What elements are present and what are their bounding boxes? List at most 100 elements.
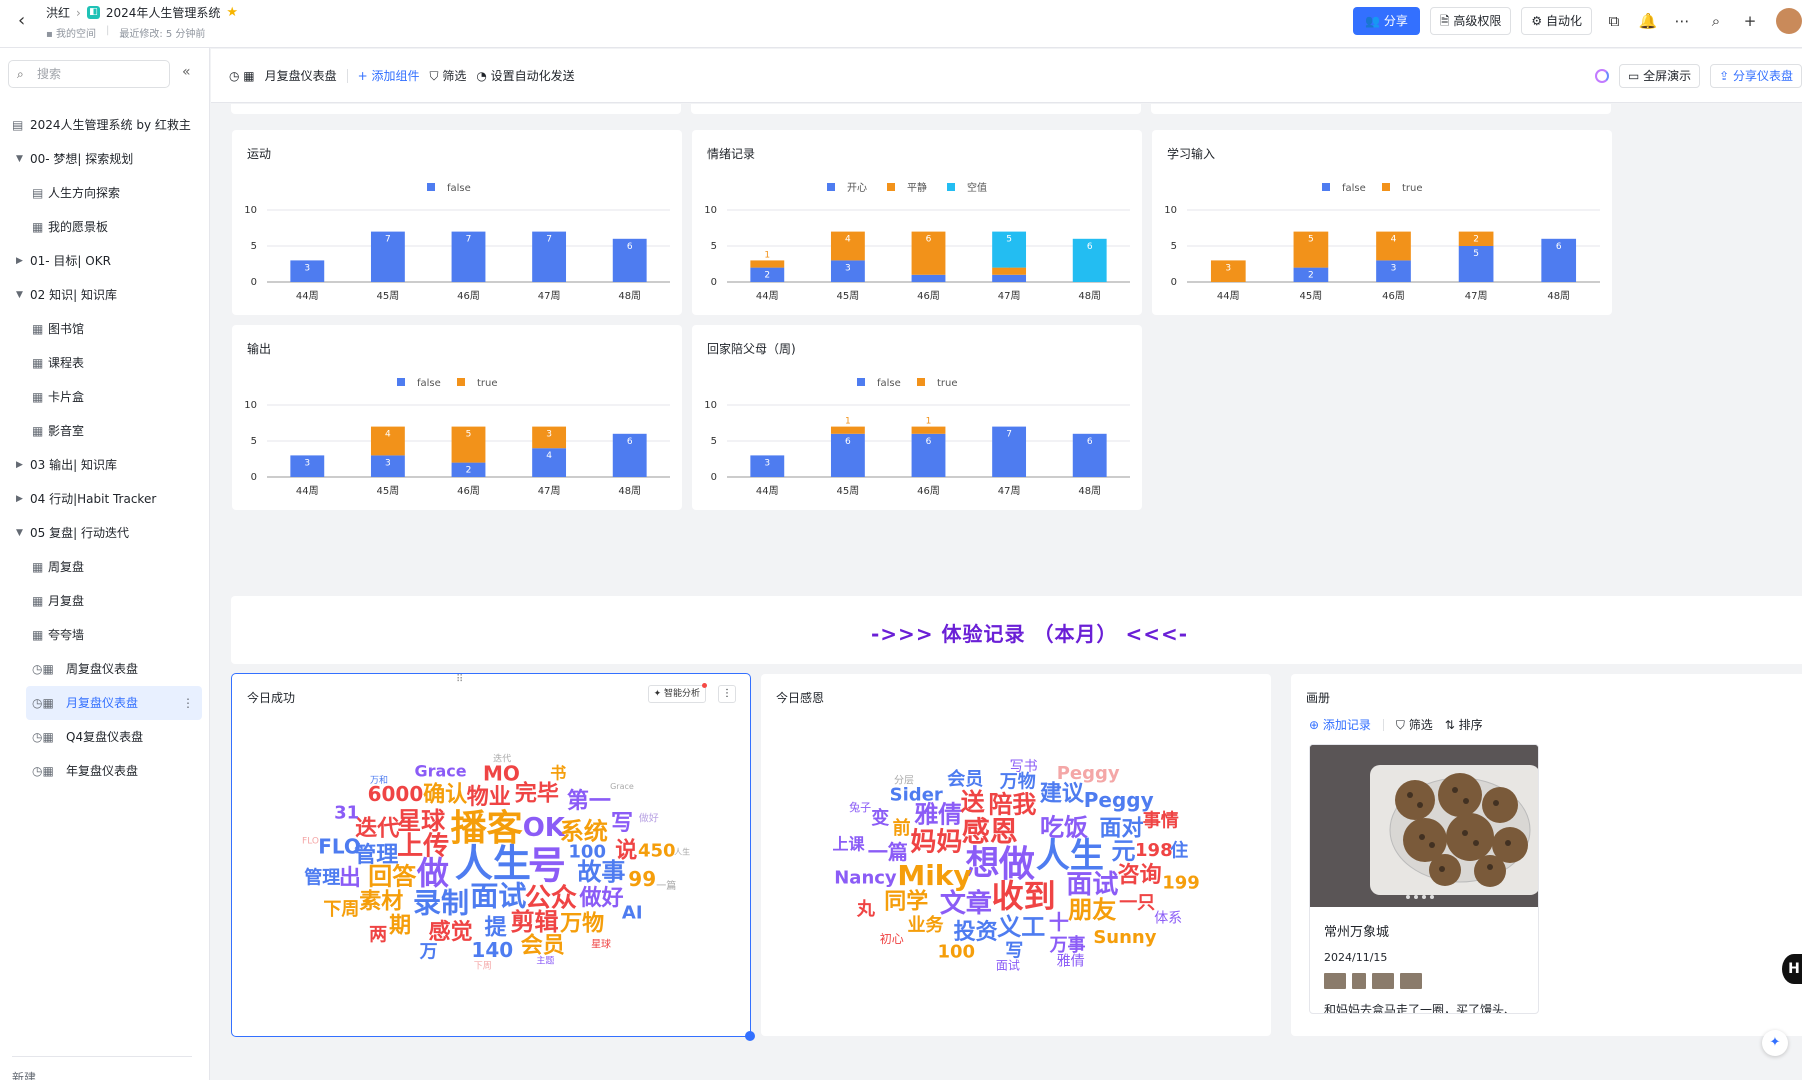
- x-tick-label: 44周: [1217, 290, 1240, 302]
- caret-down-icon[interactable]: ▼: [16, 290, 23, 300]
- caret-right-icon[interactable]: ▶: [16, 256, 23, 266]
- sidebar-item[interactable]: ▦ 课程表: [0, 346, 210, 380]
- sidebar-item[interactable]: ▤ 2024人生管理系统 by 红救主: [0, 108, 210, 142]
- ai-analysis-button[interactable]: ✦ 智能分析: [647, 683, 707, 703]
- avatar[interactable]: [1776, 8, 1802, 34]
- legend-label: false: [417, 378, 441, 389]
- drag-handle-icon[interactable]: ⠿: [456, 674, 464, 685]
- bar-segment: [992, 267, 1027, 275]
- sidebar-footer[interactable]: 新建: [12, 1056, 192, 1080]
- app-title[interactable]: 2024年人生管理系统: [105, 6, 221, 20]
- sidebar-item[interactable]: ◷▦ 年复盘仪表盘: [0, 754, 210, 788]
- sidebar-item[interactable]: ◷▦ 月复盘仪表盘 ⋮: [26, 686, 202, 720]
- sidebar-item[interactable]: ▦ 月复盘: [0, 584, 210, 618]
- breadcrumb: 洪红 › ◧ 2024年人生管理系统 ★: [46, 4, 238, 21]
- search-input[interactable]: ⌕ 搜索: [8, 60, 170, 88]
- sidebar-item[interactable]: ▦ 卡片盒: [0, 380, 210, 414]
- chart-card[interactable]: false true 0 5 10 3 44周 6 1 45周 6 1 46周 7 47周 6 48周 回家陪父母…: [692, 325, 1142, 510]
- advanced-permission-button[interactable]: 🗎 高级权限: [1429, 7, 1512, 35]
- thumbnail[interactable]: [1352, 973, 1366, 989]
- plus-icon[interactable]: +: [1743, 12, 1757, 30]
- wordcloud-word: 做: [998, 844, 1035, 885]
- bar-segment: [451, 231, 486, 282]
- wordcloud-word: 两: [369, 925, 387, 946]
- search-icon[interactable]: ⌕: [1711, 12, 1721, 30]
- collapse-sidebar-icon[interactable]: «: [182, 64, 191, 80]
- breadcrumb-workspace[interactable]: 洪红: [46, 6, 71, 20]
- filter-button[interactable]: ⛉ 筛选: [429, 69, 467, 83]
- sidebar-item[interactable]: ▦ 夸夸墙: [0, 618, 210, 652]
- dashboard-title[interactable]: 月复盘仪表盘: [264, 69, 337, 83]
- gallery-filter-button[interactable]: ⛉ 筛选: [1395, 718, 1433, 732]
- chart-card[interactable]: 44周45周46周47周48周: [1151, 104, 1611, 114]
- dashboard-icon: ◷▦: [32, 764, 54, 778]
- bell-icon[interactable]: 🔔: [1638, 12, 1658, 30]
- wordcloud-word: 迭代: [355, 816, 399, 841]
- gallery-item[interactable]: 常州万象城 2024/11/15 和妈妈去盒马走了一圈，买了馒头、: [1309, 744, 1539, 1014]
- bar-segment: [1072, 238, 1107, 282]
- caret-right-icon[interactable]: ▶: [16, 494, 23, 504]
- star-icon[interactable]: ★: [226, 5, 239, 20]
- chart-card[interactable]: 44周45周46周47周48周: [231, 104, 681, 114]
- plugin-icon[interactable]: ⧉: [1608, 12, 1620, 30]
- gallery-sort-button[interactable]: ⇅ 排序: [1444, 718, 1483, 732]
- card-menu-icon[interactable]: ⋮: [718, 685, 736, 703]
- sidebar-item[interactable]: ▶ 03 输出| 知识库: [0, 448, 210, 482]
- sidebar-item[interactable]: ◷▦ 周复盘仪表盘: [0, 652, 210, 686]
- chart-card[interactable]: 44周45周46周47周48周: [691, 104, 1141, 114]
- sidebar-item[interactable]: ▶ 01- 目标| OKR: [0, 244, 210, 278]
- sidebar-item[interactable]: ▼ 00- 梦想| 探索规划: [0, 142, 210, 176]
- album-card[interactable]: 画册 ⊕ 添加记录 ⛉ 筛选 ⇅ 排序: [1291, 674, 1802, 1036]
- caret-down-icon[interactable]: ▼: [16, 154, 23, 164]
- sidebar-item[interactable]: ▶ 04 行动|Habit Tracker: [0, 482, 210, 516]
- share-dashboard-button[interactable]: ⇪ 分享仪表盘: [1710, 64, 1802, 88]
- sidebar-item[interactable]: ▦ 影音室: [0, 414, 210, 448]
- caret-right-icon[interactable]: ▶: [16, 460, 23, 470]
- chevron-right-icon: ›: [76, 5, 81, 20]
- fullscreen-button[interactable]: ▭ 全屏演示: [1618, 64, 1701, 88]
- resize-handle[interactable]: [745, 1031, 755, 1041]
- sidebar-item[interactable]: ◷▦ Q4复盘仪表盘: [0, 720, 210, 754]
- more-icon[interactable]: ⋮: [182, 696, 194, 710]
- photo-image: [1310, 745, 1538, 907]
- back-arrow-icon[interactable]: ‹: [18, 10, 26, 31]
- automation-button[interactable]: ⚙ 自动化: [1521, 7, 1592, 35]
- share-button[interactable]: 👥 分享: [1353, 7, 1420, 35]
- wordcloud-word: 期: [389, 913, 411, 938]
- floating-h-icon[interactable]: H: [1782, 954, 1802, 984]
- add-record-button[interactable]: ⊕ 添加记录: [1309, 718, 1371, 732]
- wordcloud-word: 业务: [908, 914, 945, 936]
- section-divider[interactable]: ->>> 体验记录 （本月） <<<-: [231, 596, 1802, 664]
- chart-card[interactable]: false true 0 5 10 3 44周 2 5 45周 3 4 46周 5 2 47周 6 48周 学习输入: [1152, 130, 1612, 315]
- y-tick-label: 0: [251, 472, 257, 483]
- sidebar-item[interactable]: ▼ 05 复盘| 行动迭代: [0, 516, 210, 550]
- wordcloud-word: 面试: [470, 880, 526, 913]
- x-tick-label: 48周: [1078, 290, 1101, 302]
- success-wordcloud-card[interactable]: ⠿ 今日成功 ✦ 智能分析 ⋮ 人生号播客做面试 录制 上传 OK 公众 回答 星球 系统 故事…: [232, 674, 755, 1041]
- caret-down-icon[interactable]: ▼: [16, 528, 23, 538]
- thumbnail[interactable]: [1324, 973, 1346, 989]
- wordcloud-word: Miky: [897, 859, 971, 892]
- legend-label: true: [477, 378, 498, 389]
- chart-card[interactable]: 开心平静空值05102144周3445周1646周11547周648周情绪记录: [692, 130, 1142, 315]
- gallery-item-desc: 和妈妈去盒马走了一圈，买了馒头、: [1324, 1003, 1517, 1014]
- chart-card[interactable]: false true 0 5 10 3 44周 3 4 45周 2 5 46周 4 3 47周 6 48周 输出: [232, 325, 682, 510]
- wordcloud-word: 雅倩: [1057, 953, 1085, 969]
- auto-send-button[interactable]: ◔ 设置自动化发送: [476, 69, 575, 83]
- sidebar-item[interactable]: ▦ 图书馆: [0, 312, 210, 346]
- sidebar-item[interactable]: ▤ 人生方向探索: [0, 176, 210, 210]
- more-icon[interactable]: ⋯: [1674, 12, 1690, 30]
- y-tick-label: 10: [244, 400, 257, 411]
- sidebar-item-label: 影音室: [48, 424, 85, 438]
- gratitude-wordcloud-card[interactable]: 今日感恩 做人生想收到 感恩 Miky 面试 文章 妈妈 吃饭 陪我 朋友 义工 雅倩元送面对 咨询投…: [761, 674, 1271, 1036]
- data-label: 6: [926, 235, 932, 245]
- sidebar-item[interactable]: ▦ 我的愿景板: [0, 210, 210, 244]
- chart-card[interactable]: false 0 5 10 3 44周 7 45周 7 46周 7 47周 6 48周 运动: [232, 130, 682, 315]
- thumbnail[interactable]: [1372, 973, 1394, 989]
- legend-label: true: [937, 378, 958, 389]
- thumbnail[interactable]: [1400, 973, 1422, 989]
- sidebar-item[interactable]: ▦ 周复盘: [0, 550, 210, 584]
- ai-assistant-icon[interactable]: ✦: [1762, 1030, 1788, 1056]
- add-component-button[interactable]: + 添加组件: [357, 69, 420, 83]
- sidebar-item[interactable]: ▼ 02 知识| 知识库: [0, 278, 210, 312]
